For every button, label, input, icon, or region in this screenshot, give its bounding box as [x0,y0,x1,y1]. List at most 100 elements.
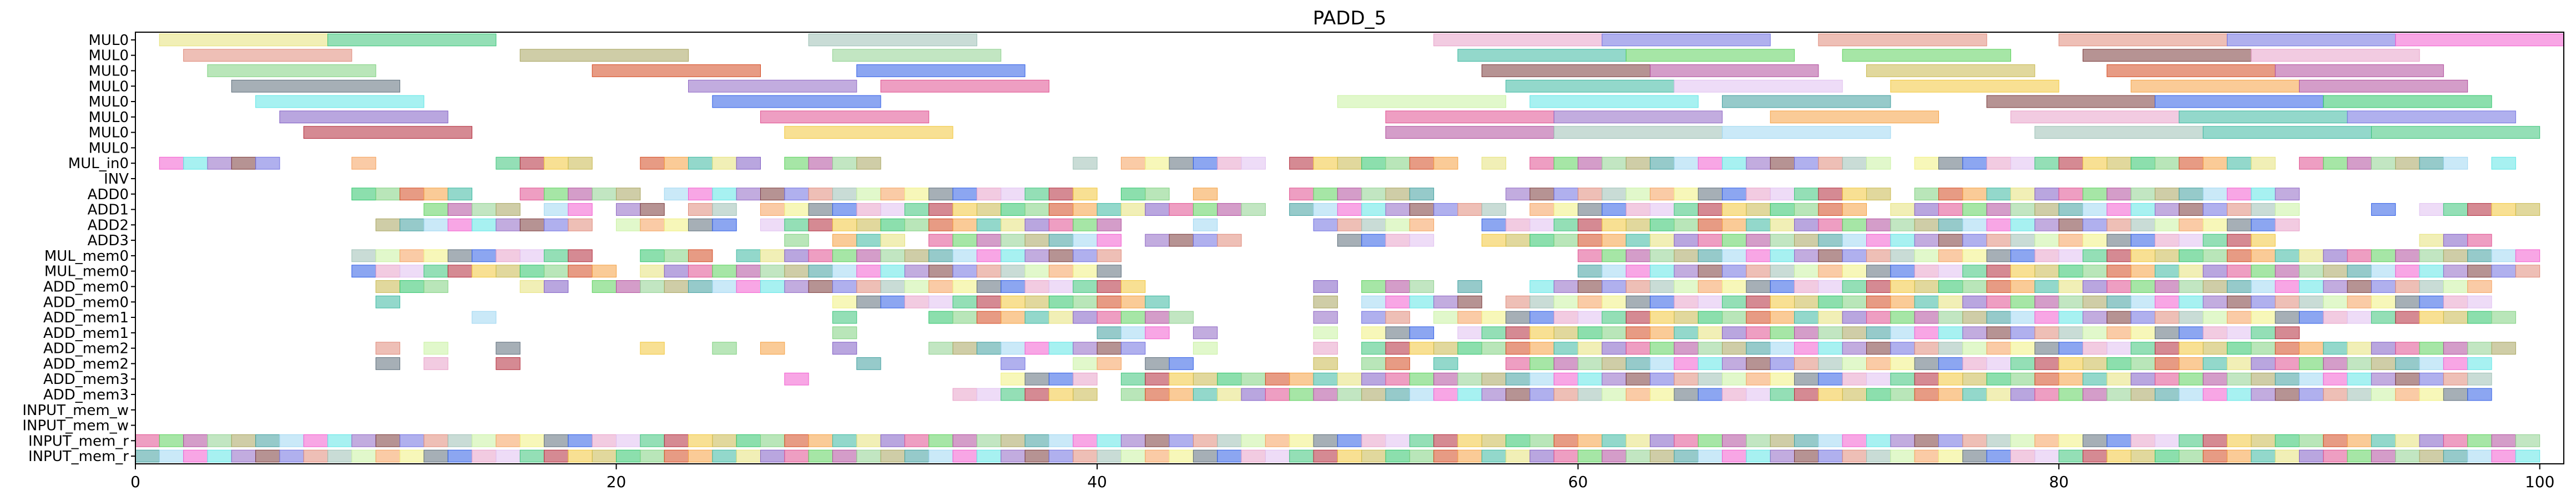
gantt-cell [1529,372,1554,386]
gantt-cell [1385,156,1410,170]
gantt-cell [1842,295,1867,308]
x-tick-label: 20 [607,473,627,491]
gantt-cell [1770,156,1795,170]
gantt-cell [1457,342,1482,355]
gantt-bar [1385,126,1554,139]
gantt-cell [2491,203,2516,216]
gantt-cell [2275,249,2300,262]
gantt-cell [1602,357,1627,370]
gantt-cell [2226,311,2252,324]
gantt-cell [2347,249,2372,262]
gantt-cell [2395,280,2420,293]
gantt-cell [2226,342,2252,355]
gantt-cell [928,234,953,247]
gantt-cell [2251,449,2276,463]
gantt-cell [1650,295,1675,308]
gantt-cell [1770,234,1795,247]
gantt-cell [2347,434,2372,447]
gantt-cell [1073,434,1098,447]
gantt-cell [1024,265,1049,278]
y-tick-label: MUL0 [89,78,129,95]
gantt-cell [1506,234,1531,247]
gantt-cell [2275,372,2300,386]
gantt-cell [1313,218,1338,231]
gantt-bar [1842,49,2011,62]
gantt-cell [784,188,809,201]
gantt-cell [1337,434,1362,447]
gantt-cell [592,449,617,463]
gantt-bar [1722,95,1891,108]
gantt-cell [2154,434,2180,447]
gantt-cell [1529,280,1554,293]
gantt-cell [2443,311,2468,324]
gantt-cell [1001,434,1026,447]
gantt-cell [2395,388,2420,401]
gantt-cell [1073,311,1098,324]
gantt-cell [1938,234,1963,247]
gantt-bar [1506,79,1675,93]
gantt-cell [1986,234,2011,247]
gantt-cell [2251,295,2276,308]
gantt-cell [1602,280,1627,293]
gantt-cell [1625,372,1651,386]
gantt-cell [1722,218,1747,231]
gantt-cell [2082,249,2108,262]
gantt-cell [904,249,930,262]
gantt-cell [1625,434,1651,447]
gantt-cell [1698,449,1723,463]
gantt-cell [1650,280,1675,293]
gantt-cell [2010,234,2035,247]
gantt-cell [2130,311,2155,324]
gantt-cell [1650,188,1675,201]
gantt-cell [1361,156,1386,170]
gantt-cell [2179,249,2204,262]
gantt-cell [760,218,785,231]
gantt-cell [1890,234,1915,247]
gantt-cell [2154,326,2180,340]
gantt-bar [1481,64,1651,77]
gantt-cell [2467,311,2492,324]
gantt-cell [1986,188,2011,201]
gantt-cell [856,434,881,447]
gantt-cell [1674,188,1699,201]
gantt-cell [1818,218,1843,231]
gantt-cell [1506,342,1531,355]
gantt-cell [568,449,593,463]
gantt-cell [1602,342,1627,355]
gantt-cell [2299,449,2324,463]
gantt-cell [2299,249,2324,262]
gantt-cell [832,434,857,447]
gantt-cell [1457,280,1482,293]
gantt-cell [1650,388,1675,401]
gantt-cell [1385,449,1410,463]
gantt-cell [2299,156,2324,170]
gantt-cell [2226,280,2252,293]
gantt-cell [1073,372,1098,386]
gantt-cell [1433,342,1458,355]
y-tick-label: ADD_mem1 [43,325,129,342]
gantt-cell [784,434,809,447]
gantt-cell [472,249,497,262]
gantt-cell [400,218,425,231]
gantt-cell [2058,388,2083,401]
gantt-cell [1001,188,1026,201]
gantt-cell [664,218,689,231]
gantt-cell [1962,295,1987,308]
gantt-cell [952,311,977,324]
gantt-cell [1481,311,1507,324]
gantt-cell [472,203,497,216]
gantt-cell [664,188,689,201]
gantt-cell [1024,280,1049,293]
gantt-cell [1770,434,1795,447]
gantt-cell [1866,342,1891,355]
gantt-cell [1193,434,1218,447]
gantt-cell [1529,357,1554,370]
gantt-cell [2515,449,2540,463]
gantt-cell [2203,311,2228,324]
gantt-cell [1722,388,1747,401]
gantt-cell [1866,311,1891,324]
gantt-cell [1914,188,1939,201]
gantt-cell [2130,372,2155,386]
gantt-cell [2467,280,2492,293]
gantt-cell [2275,342,2300,355]
